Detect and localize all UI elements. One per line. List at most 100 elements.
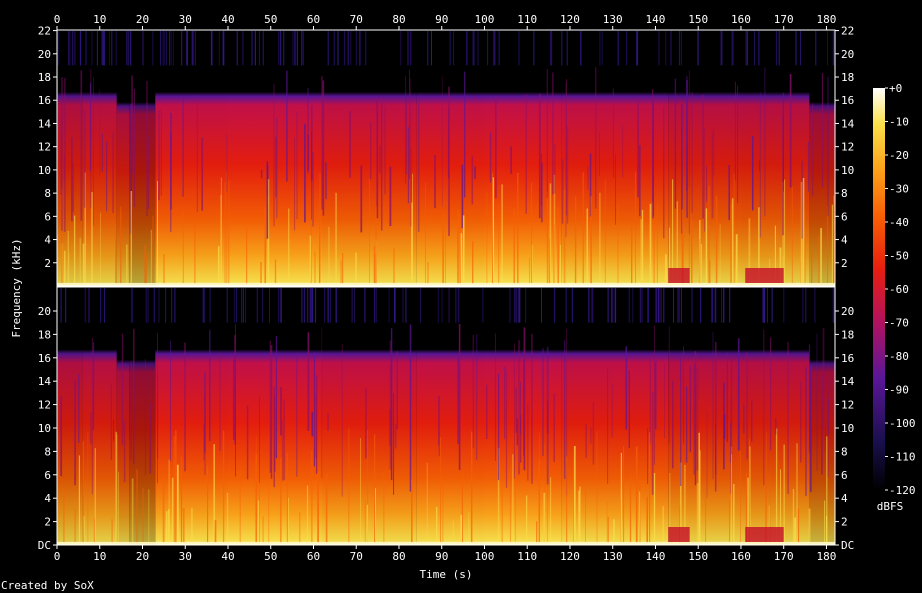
colorbar-tick-label: -50 — [889, 250, 909, 263]
low-band-gap — [668, 268, 690, 283]
x-tick-label: 160 — [731, 13, 751, 26]
x-tick-label: 10 — [93, 550, 106, 563]
y-tick-label: 6 — [841, 469, 848, 482]
colorbar-tick-label: -110 — [889, 451, 916, 464]
y-tick-label: 14 — [841, 117, 855, 130]
y-tick-label: 22 — [841, 25, 854, 38]
y-tick-label: DC — [841, 539, 854, 552]
y-tick-label: 4 — [841, 492, 848, 505]
x-tick-label: 120 — [560, 550, 580, 563]
spectrum-segment — [57, 65, 83, 287]
panel-frame — [56, 29, 836, 287]
y-tick-label: 20 — [38, 48, 51, 61]
spectrum-segment — [116, 77, 130, 286]
spectrum-segment — [116, 334, 130, 545]
x-tick-label: 150 — [688, 550, 708, 563]
x-tick-label: 110 — [517, 550, 537, 563]
x-tick-label: 170 — [774, 13, 794, 26]
spectrum-segment — [322, 322, 416, 545]
y-tick-label: 12 — [38, 141, 51, 154]
x-tick-label: 180 — [817, 13, 837, 26]
colorbar-tick-label: -80 — [889, 350, 909, 363]
x-tick-label: 100 — [475, 13, 495, 26]
y-tick-label: 6 — [44, 469, 51, 482]
spectrum-segment — [416, 65, 485, 287]
y-tick-label: 10 — [38, 422, 51, 435]
x-tick-label: 60 — [307, 550, 320, 563]
y-tick-label: 16 — [38, 352, 51, 365]
x-tick-label: 40 — [221, 550, 234, 563]
x-tick-label: 20 — [136, 550, 149, 563]
x-tick-label: 90 — [435, 13, 448, 26]
colorbar: +0 -10 -20 -30 -40 -50 -60 -70 -80 -90 -100 -110 -12… — [873, 82, 916, 497]
y-tick-label: 20 — [841, 48, 854, 61]
x-tick-label: 20 — [136, 13, 149, 26]
x-tick-label: 60 — [307, 13, 320, 26]
y-tick-label: 16 — [841, 352, 854, 365]
x-tick-label: 140 — [646, 13, 666, 26]
channel-2-panel — [57, 287, 835, 545]
panel-frame — [56, 286, 836, 546]
x-tick-label: 170 — [774, 550, 794, 563]
y-tick-label: 16 — [841, 94, 854, 107]
y-tick-label: 2 — [44, 257, 51, 270]
spectrum-segment — [155, 65, 228, 287]
x-tick-label: 130 — [603, 13, 623, 26]
low-band-gap — [668, 527, 690, 542]
y-tick-label: 10 — [841, 422, 854, 435]
x-axis-label: Time (s) — [420, 568, 473, 581]
x-tick-label: 0 — [54, 550, 61, 563]
spectrum-segment — [155, 322, 228, 545]
y-tick-label: 2 — [44, 516, 51, 529]
y-tick-label: 18 — [38, 328, 51, 341]
colorbar-tick-label: +0 — [889, 82, 902, 95]
spectrum-segment — [484, 322, 562, 545]
x-tick-label: 40 — [221, 13, 234, 26]
y-tick-label: 20 — [38, 305, 51, 318]
x-tick-label: 30 — [179, 550, 192, 563]
x-tick-label: 80 — [392, 13, 405, 26]
credit-text: Created by SoX — [1, 579, 94, 592]
colorbar-tick-label: -30 — [889, 183, 909, 196]
spectrum-segment — [741, 322, 810, 545]
x-tick-label: 10 — [93, 13, 106, 26]
channel-1-panel — [56, 30, 835, 287]
colorbar-gradient — [873, 88, 885, 490]
x-tick-label: 110 — [517, 13, 537, 26]
x-tick-label: 140 — [646, 550, 666, 563]
y-tick-label: 4 — [44, 234, 51, 247]
y-tick-label: 12 — [841, 141, 854, 154]
y-tick-label: 8 — [44, 187, 51, 200]
x-tick-label: 160 — [731, 550, 751, 563]
y-tick-label: 18 — [841, 328, 854, 341]
y-tick-label: 16 — [38, 94, 51, 107]
y-axis-label: Frequency (kHz) — [10, 238, 23, 337]
dc-band — [57, 542, 835, 545]
x-tick-label: 90 — [435, 550, 448, 563]
spectrum-segment — [416, 322, 485, 545]
spectrum-segment — [228, 322, 322, 545]
x-tick-label: 0 — [54, 13, 61, 26]
y-tick-label: 22 — [38, 25, 51, 38]
colorbar-tick-label: -100 — [889, 417, 916, 430]
x-tick-label: 70 — [350, 550, 363, 563]
colorbar-tick-label: -70 — [889, 317, 909, 330]
y-tick-label: 18 — [38, 71, 51, 84]
x-tick-label: 100 — [475, 550, 495, 563]
y-tick-label: 14 — [38, 375, 52, 388]
low-band-gap — [745, 268, 784, 283]
y-tick-label: 2 — [841, 257, 848, 270]
colorbar-tick-label: -10 — [889, 116, 909, 129]
colorbar-tick-label: -120 — [889, 484, 916, 497]
colorbar-tick-label: -40 — [889, 216, 909, 229]
y-tick-label: 8 — [841, 187, 848, 200]
x-tick-label: 130 — [603, 550, 623, 563]
x-tick-label: 50 — [264, 550, 277, 563]
y-tick-label: DC — [38, 539, 51, 552]
spectrum-segment — [82, 65, 117, 287]
y-tick-label: 6 — [841, 210, 848, 223]
y-tick-label: 12 — [841, 399, 854, 412]
colorbar-label: dBFS — [877, 500, 904, 513]
low-band-gap — [745, 527, 784, 542]
